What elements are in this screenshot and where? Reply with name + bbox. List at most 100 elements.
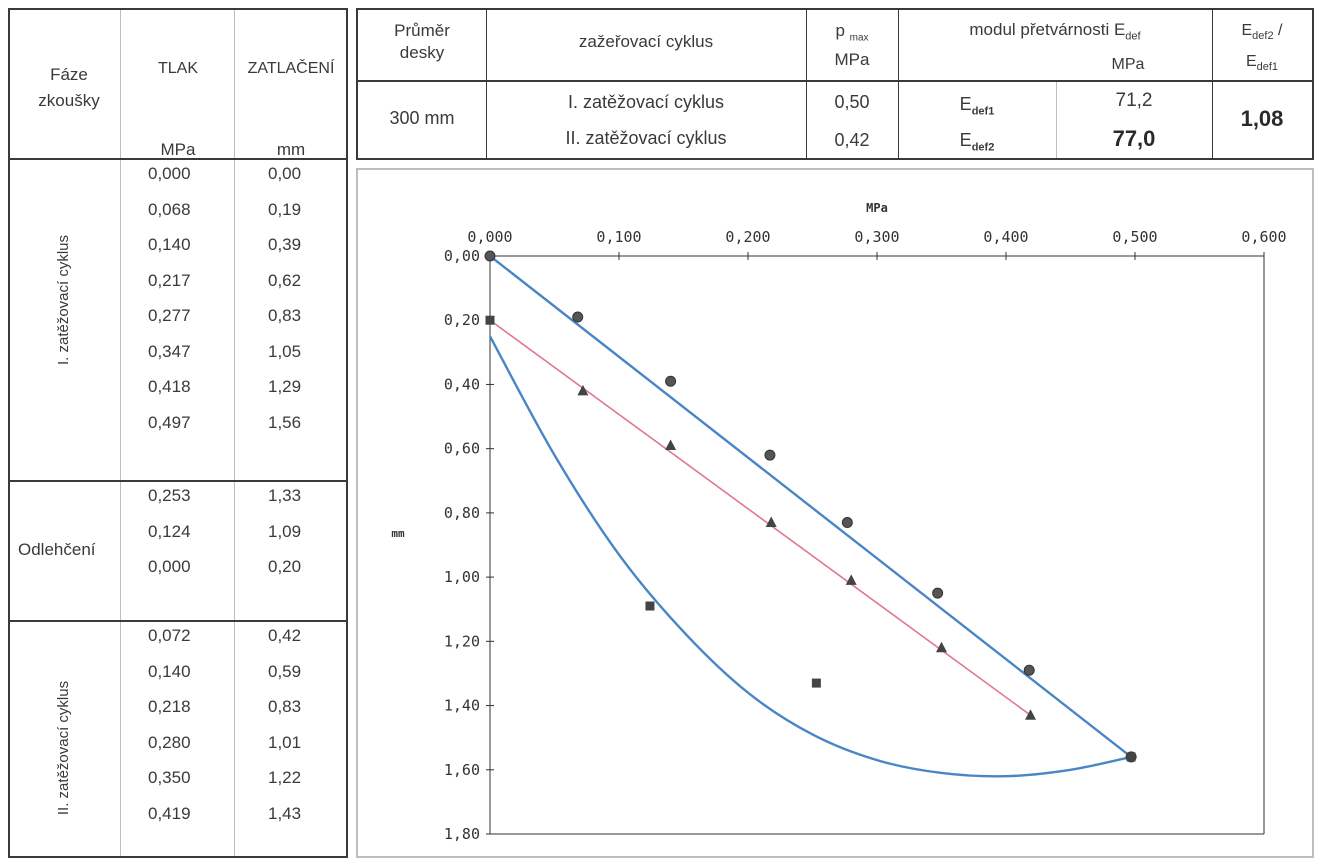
- modulus-unit: MPa: [1111, 56, 1145, 73]
- section-label-unloading: Odlehčení: [18, 540, 96, 559]
- data-point-triangle: [1025, 709, 1037, 720]
- settlement-cell: 1,33: [268, 486, 302, 505]
- settlement-cell: 1,43: [268, 803, 302, 823]
- ratio-value: 1,08: [1240, 106, 1284, 131]
- section-label-loading1: I. zatěžovací cyklus: [55, 234, 72, 366]
- settlement-cell: 0,42: [268, 626, 302, 645]
- pressure-cell: 0,253: [148, 486, 191, 505]
- load-settlement-chart: 0,000 0,100 0,200 0,300 0,400 0,500 0,600 0,00 0…: [356, 168, 1314, 858]
- results-table: Průměr desky zažeřovací cyklus p max MPa …: [356, 8, 1314, 160]
- settlement-cell: 1,05: [268, 341, 302, 361]
- y-tick-label: 1,00: [444, 568, 480, 586]
- chart-svg: 0,000 0,100 0,200 0,300 0,400 0,500 0,600 0,00 0…: [391, 201, 1286, 843]
- plate-header: Průměr desky: [394, 21, 450, 62]
- data-point-triangle: [936, 641, 947, 653]
- data-point-circle: [572, 311, 584, 323]
- pmax-header: p max MPa: [834, 21, 870, 70]
- column-divider: [120, 10, 121, 856]
- loading1-line: [489, 255, 1132, 758]
- section-divider: [10, 620, 346, 622]
- column-divider: [1212, 10, 1213, 158]
- data-point-circle: [932, 587, 944, 599]
- edef2-value: 77,0: [1112, 126, 1156, 151]
- pressure-cell: 0,000: [148, 164, 191, 183]
- loading2-line: [489, 319, 1031, 716]
- x-tick-label: 0,500: [1112, 228, 1157, 246]
- data-point-circle: [1023, 664, 1035, 676]
- column-divider: [1056, 80, 1057, 158]
- edef1-value: 71,2: [1115, 90, 1153, 111]
- pmax2-value: 0,42: [834, 130, 870, 150]
- settlement-cell: 0,62: [268, 270, 302, 290]
- data-point-circle: [841, 517, 853, 529]
- edef1-label: Edef1: [959, 94, 995, 118]
- x-tick-label: 0,200: [725, 228, 770, 246]
- data-point-circle: [665, 375, 677, 387]
- y-tick-label: 0,00: [444, 247, 480, 265]
- section-label-loading2: II. zatěžovací cyklus: [55, 680, 72, 816]
- pressure-header: TLAK: [157, 60, 198, 77]
- settlement-header: ZATLAČENÍ: [247, 60, 335, 77]
- pressure-cell: 0,280: [148, 732, 191, 752]
- column-divider: [806, 10, 807, 158]
- cycle2-label: II. zatěžovací cyklus: [565, 128, 727, 148]
- pressure-cell: 0,419: [148, 803, 191, 823]
- settlement-cell: 0,39: [268, 235, 302, 254]
- pressure-cell: 0,000: [148, 557, 191, 576]
- x-axis-title: MPa: [866, 201, 888, 215]
- pressure-unit: MPa: [160, 140, 196, 159]
- column-divider: [234, 10, 235, 856]
- data-point-triangle: [845, 574, 857, 585]
- settlement-cell: 1,22: [268, 768, 302, 787]
- ratio-header: Edef2 / Edef1: [1241, 22, 1283, 74]
- settlement-cell: 1,56: [268, 412, 302, 432]
- data-point-circle: [484, 250, 496, 262]
- settlement-cell: 1,09: [268, 521, 302, 541]
- data-point-triangle: [577, 384, 589, 396]
- x-tick-label: 0,000: [467, 228, 512, 246]
- y-tick-label: 1,80: [444, 825, 480, 843]
- y-tick-label: 1,20: [444, 632, 480, 650]
- plate-value: 300 mm: [389, 108, 455, 128]
- settlement-cell: 0,59: [268, 661, 302, 681]
- cycle-header: zažeřovací cyklus: [578, 32, 714, 51]
- edef2-label: Edef2: [959, 130, 995, 154]
- pressure-cell: 0,418: [148, 377, 191, 396]
- pressure-cell: 0,124: [148, 521, 191, 541]
- settlement-unit: mm: [276, 140, 306, 159]
- phase-header: Fáze zkoušky: [38, 65, 100, 110]
- y-tick-label: 0,20: [444, 311, 480, 329]
- settlement-cell: 1,29: [268, 377, 302, 396]
- data-point-triangle: [765, 516, 777, 528]
- x-tick-label: 0,100: [596, 228, 641, 246]
- data-point-square: [645, 601, 655, 611]
- pressure-cell: 0,218: [148, 697, 191, 716]
- data-point-circle: [764, 449, 776, 461]
- pressure-cell: 0,217: [148, 270, 191, 290]
- cycle1-label: I. zatěžovací cyklus: [567, 92, 725, 112]
- section-divider: [10, 480, 346, 482]
- settlement-cell: 0,00: [268, 164, 302, 183]
- data-point-square: [485, 315, 495, 325]
- header-divider: [358, 80, 1312, 82]
- y-tick-label: 0,40: [444, 375, 480, 393]
- settlement-cell: 1,01: [268, 732, 302, 752]
- data-point-square: [811, 678, 821, 688]
- unloading-curve: [488, 335, 1132, 778]
- column-divider: [898, 10, 899, 158]
- y-tick-label: 0,80: [444, 504, 480, 522]
- settlement-cell: 0,83: [268, 306, 302, 325]
- data-point-square: [1126, 752, 1136, 762]
- settlement-cell: 0,19: [268, 199, 302, 219]
- settlement-cell: 0,20: [268, 557, 302, 576]
- column-divider: [486, 10, 487, 158]
- pressure-cell: 0,072: [148, 626, 191, 645]
- data-point-triangle: [665, 439, 677, 450]
- settlement-cell: 0,83: [268, 697, 302, 716]
- modulus-header: modul přetvárnosti Edef: [969, 20, 1141, 43]
- pmax1-value: 0,50: [834, 92, 870, 112]
- y-tick-label: 1,40: [444, 697, 480, 715]
- pressure-cell: 0,497: [148, 412, 191, 432]
- pressure-cell: 0,140: [148, 661, 191, 681]
- pressure-cell: 0,347: [148, 341, 191, 361]
